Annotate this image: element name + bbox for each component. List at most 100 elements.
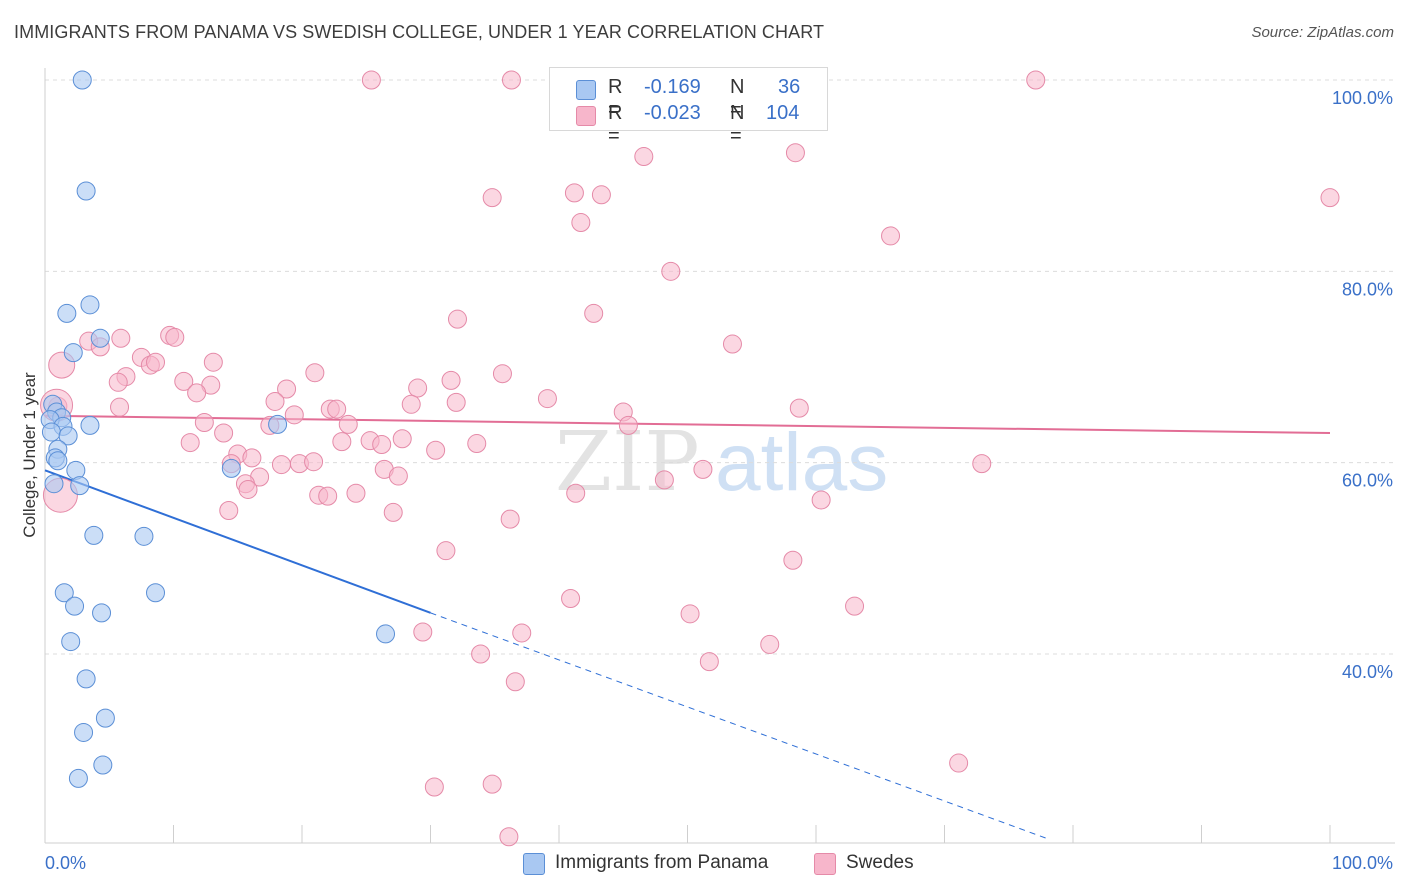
- legend-r-label: R =: [608, 76, 623, 121]
- swedes-point: [194, 412, 214, 432]
- panama-point: [93, 755, 113, 775]
- panama-point: [72, 70, 92, 90]
- swedes-point: [110, 397, 130, 417]
- swedes-point: [537, 389, 557, 409]
- swedes-point: [238, 479, 258, 499]
- swedes-point: [693, 459, 713, 479]
- panama-point: [92, 603, 112, 623]
- swedes-point: [492, 364, 512, 384]
- swedes-point: [783, 550, 803, 570]
- swedes-point: [949, 753, 969, 773]
- swedes-point: [388, 466, 408, 486]
- gridlines: [45, 79, 1395, 655]
- swedes-point: [811, 490, 831, 510]
- swedes-point: [284, 405, 304, 425]
- panama-point: [90, 328, 110, 348]
- swedes-point: [618, 415, 638, 435]
- swedes-point: [471, 644, 491, 664]
- panama-point: [134, 526, 154, 546]
- panama-point: [84, 525, 104, 545]
- swedes-point: [441, 370, 461, 390]
- swedes-point: [881, 226, 901, 246]
- swedes-point: [654, 470, 674, 490]
- legend-swatch-panama: [576, 80, 596, 100]
- panama-point: [376, 624, 396, 644]
- swedes-point: [111, 328, 131, 348]
- x-tick-label: 100.0%: [1332, 853, 1393, 873]
- swedes-point: [571, 213, 591, 233]
- swedes-point: [501, 70, 521, 90]
- swedes-point: [165, 327, 185, 347]
- swedes-point: [561, 589, 581, 609]
- swedes-point: [338, 414, 358, 434]
- swedes-point: [187, 383, 207, 403]
- correlation-legend: R = -0.169 N = 36 R = -0.023 N = 104: [549, 67, 828, 147]
- swedes-point: [482, 774, 502, 794]
- legend-n-label: N =: [730, 76, 745, 121]
- swedes-point: [271, 455, 291, 475]
- y-tick-label: 60.0%: [1342, 471, 1393, 491]
- swedes-point: [305, 363, 325, 383]
- panama-point: [221, 458, 241, 478]
- legend-r-value: -0.169: [644, 76, 701, 98]
- swedes-trend-line: [44, 414, 1331, 435]
- panama-trend-line: [44, 469, 431, 614]
- swedes-point: [972, 454, 992, 474]
- swedes-point: [174, 371, 194, 391]
- swedes-point: [661, 261, 681, 281]
- trend-lines: [44, 414, 1331, 841]
- swedes-point: [265, 391, 285, 411]
- swedes-point: [446, 392, 466, 412]
- legend-n-label: N =: [730, 102, 745, 147]
- panama-point: [44, 474, 64, 494]
- swedes-point: [424, 777, 444, 797]
- legend-r-value: -0.023: [644, 102, 701, 124]
- x-tick-label: 0.0%: [45, 853, 86, 873]
- swedes-point: [203, 352, 223, 372]
- swedes-point: [760, 634, 780, 654]
- swedes-point: [591, 185, 611, 205]
- swedes-point: [467, 434, 487, 454]
- bottom-legend-swatch-panama: [523, 853, 545, 875]
- bottom-legend-swatch-swedes: [814, 853, 836, 875]
- y-tick-label: 40.0%: [1342, 662, 1393, 682]
- swedes-point: [680, 604, 700, 624]
- panama-point: [58, 426, 78, 446]
- swedes-point: [318, 486, 338, 506]
- panama-point: [95, 708, 115, 728]
- swedes-point: [1026, 70, 1046, 90]
- axes: [44, 68, 1395, 844]
- y-axis-label: College, Under 1 year: [20, 372, 39, 538]
- panama-point: [41, 422, 61, 442]
- panama-point: [61, 632, 81, 652]
- swedes-point: [277, 379, 297, 399]
- swedes-point: [505, 672, 525, 692]
- swedes-point: [699, 652, 719, 672]
- swedes-point: [413, 622, 433, 642]
- swedes-point: [566, 483, 586, 503]
- y-tick-label: 100.0%: [1332, 88, 1393, 108]
- swedes-point: [785, 143, 805, 163]
- panama-point: [76, 181, 96, 201]
- swedes-point: [436, 541, 456, 561]
- data-points: [40, 70, 1340, 847]
- source-credit: Source: ZipAtlas.com: [1251, 24, 1394, 41]
- swedes-point: [332, 432, 352, 452]
- swedes-point: [426, 440, 446, 460]
- swedes-point: [361, 70, 381, 90]
- swedes-point: [108, 372, 128, 392]
- panama-point: [57, 303, 77, 323]
- legend-r-label: R =: [608, 102, 623, 147]
- y-tick-label: 80.0%: [1342, 279, 1393, 299]
- swedes-point: [584, 303, 604, 323]
- swedes-point: [242, 448, 262, 468]
- legend-n-value: 104: [766, 102, 800, 124]
- swedes-point: [214, 423, 234, 443]
- swedes-point: [408, 378, 428, 398]
- swedes-point: [500, 509, 520, 529]
- swedes-point: [372, 434, 392, 454]
- panama-point: [80, 415, 100, 435]
- swedes-point: [383, 502, 403, 522]
- swedes-point: [146, 352, 166, 372]
